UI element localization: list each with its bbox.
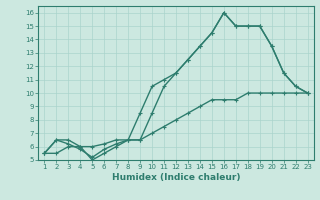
X-axis label: Humidex (Indice chaleur): Humidex (Indice chaleur) xyxy=(112,173,240,182)
